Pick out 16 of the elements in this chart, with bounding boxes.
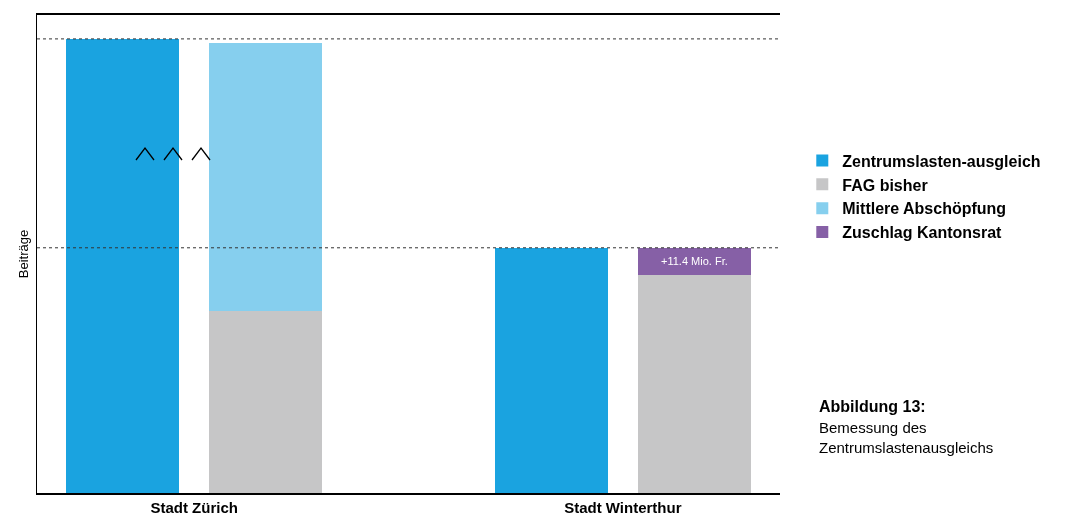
bar xyxy=(637,247,751,276)
text: Bemessung des Zentrumslastenausgleichs xyxy=(819,419,994,456)
x-tick-label: Stadt Zürich xyxy=(150,499,238,516)
bar xyxy=(494,247,608,493)
bar xyxy=(66,38,180,493)
text: Abbildung 13: xyxy=(819,398,926,415)
bar xyxy=(209,311,323,493)
legend-label: FAG bisher xyxy=(842,176,928,194)
bar xyxy=(209,43,323,312)
legend-label: Mittlere Abschöpfung xyxy=(842,200,1007,218)
legend-label: Zentrumslasten-ausgleich xyxy=(842,152,1041,170)
bar xyxy=(637,275,751,493)
x-tick-label: Stadt Winterthur xyxy=(564,499,682,516)
annotation: +11.4 Mio. Fr. xyxy=(661,255,728,267)
y-axis-title: Beiträge xyxy=(15,229,31,279)
legend-label: Zuschlag Kantonsrat xyxy=(842,224,1003,242)
